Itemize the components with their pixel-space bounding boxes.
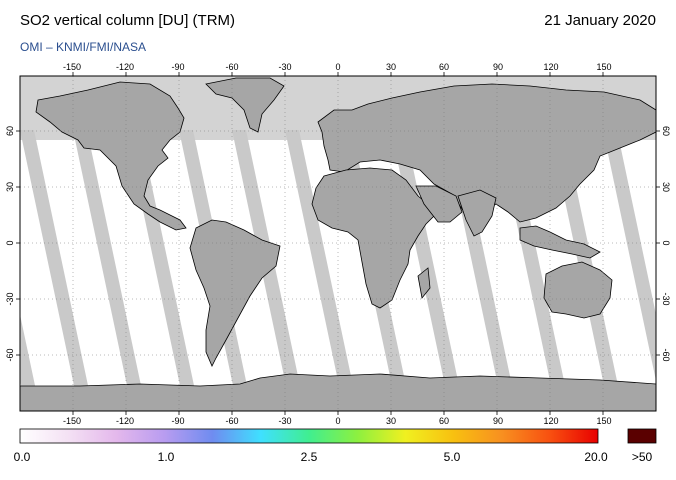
swath-gap xyxy=(603,130,656,381)
lon-label-top: -60 xyxy=(225,62,238,72)
colorbar-overflow-swatch xyxy=(627,428,657,444)
lat-label-right: 60 xyxy=(661,126,671,136)
continent-north-america xyxy=(35,81,187,231)
lon-label-bottom: -150 xyxy=(63,416,81,426)
lon-label-top: -90 xyxy=(171,62,184,72)
colorbar-label: 2.5 xyxy=(300,450,318,464)
colorbar-label: 0.0 xyxy=(13,450,31,464)
continent-india xyxy=(457,189,497,237)
map-title: SO2 vertical column [DU] (TRM) xyxy=(20,12,236,29)
swath-gap xyxy=(73,130,143,395)
lat-label-left: 30 xyxy=(5,182,15,192)
axis-ticks xyxy=(16,72,660,415)
continent-madagascar xyxy=(417,267,431,299)
lon-label-top: -120 xyxy=(116,62,134,72)
lat-label-left: -30 xyxy=(5,292,15,305)
lat-label-right: 0 xyxy=(661,240,671,245)
colorbar-label: 1.0 xyxy=(157,450,175,464)
lat-label-left: 0 xyxy=(5,240,15,245)
continents xyxy=(20,77,656,411)
lon-label-bottom: 150 xyxy=(596,416,611,426)
data-source-credit: OMI – KNMI/FMI/NASA xyxy=(20,40,147,54)
continent-se-asia-islands xyxy=(519,225,601,259)
continent-australia xyxy=(543,261,613,319)
lon-label-top: 0 xyxy=(335,62,340,72)
colorbar xyxy=(19,428,599,444)
map-date: 21 January 2020 xyxy=(544,12,656,29)
lon-label-top: 120 xyxy=(543,62,558,72)
lon-label-bottom: -60 xyxy=(225,416,238,426)
lon-label-bottom: 120 xyxy=(543,416,558,426)
lon-label-top: 90 xyxy=(493,62,503,72)
lon-label-bottom: 0 xyxy=(335,416,340,426)
lat-label-right: -30 xyxy=(661,292,671,305)
colorbar-label: >50 xyxy=(631,450,653,464)
lon-label-top: -30 xyxy=(278,62,291,72)
lon-label-bottom: -120 xyxy=(116,416,134,426)
colorbar-label: 20.0 xyxy=(584,450,608,464)
lon-label-bottom: -30 xyxy=(278,416,291,426)
continent-arabia xyxy=(415,185,463,223)
swath-gap xyxy=(20,130,90,395)
lon-label-bottom: 30 xyxy=(386,416,396,426)
lon-label-bottom: 60 xyxy=(439,416,449,426)
lon-label-bottom: -90 xyxy=(171,416,184,426)
lon-label-bottom: 90 xyxy=(493,416,503,426)
lon-label-top: -150 xyxy=(63,62,81,72)
swath-gap xyxy=(285,130,355,395)
lon-label-top: 60 xyxy=(439,62,449,72)
lat-label-left: -60 xyxy=(5,348,15,361)
continent-greenland xyxy=(205,77,285,133)
continent-africa xyxy=(311,167,439,309)
lat-label-right: -60 xyxy=(661,348,671,361)
lon-label-top: 150 xyxy=(596,62,611,72)
colorbar-label: 5.0 xyxy=(443,450,461,464)
lat-label-left: 60 xyxy=(5,126,15,136)
lon-label-top: 30 xyxy=(386,62,396,72)
lat-label-right: 30 xyxy=(661,182,671,192)
continent-eurasia xyxy=(317,83,656,225)
